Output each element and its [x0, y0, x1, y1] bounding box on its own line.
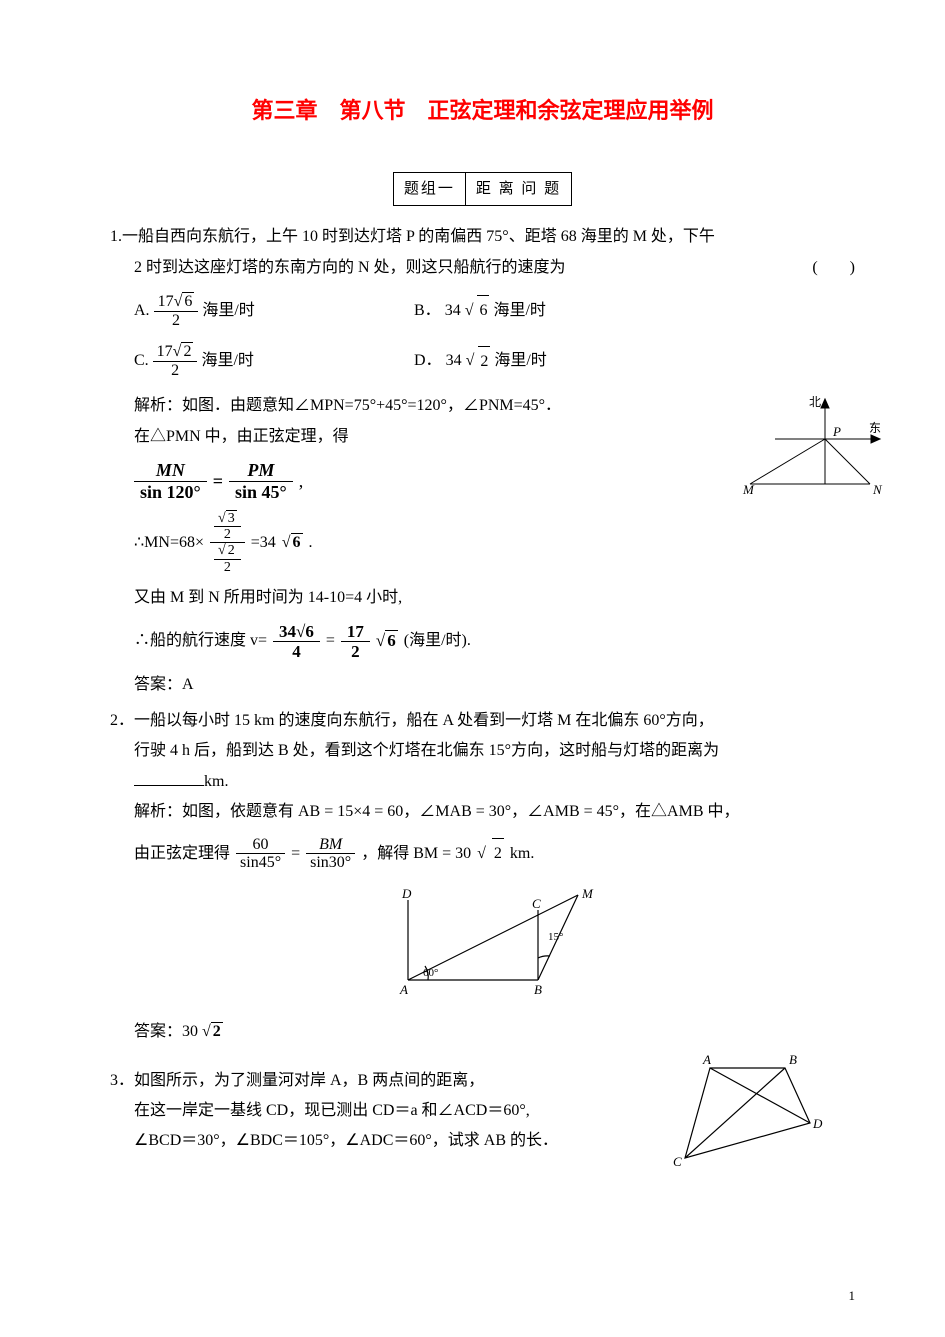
q1-paren: ( ): [812, 253, 855, 283]
q2-blank: [134, 785, 204, 786]
page-number: 1: [849, 1284, 856, 1309]
q1-mn-calc: ∴MN=68× √3 2 √2 2 =34 √6 .: [110, 511, 855, 576]
q3-lbl-D: D: [812, 1116, 823, 1131]
lbl-M: M: [742, 482, 755, 497]
q3-lbl-A: A: [702, 1052, 711, 1067]
q2-lbl-A: A: [399, 982, 408, 997]
topic-group-box: 题组一 距 离 问 题: [110, 172, 855, 207]
q1-time-line: 又由 M 到 N 所用时间为 14-10=4 小时,: [110, 583, 855, 613]
q2-line1: 2．一船以每小时 15 km 的速度向东航行，船在 A 处看到一灯塔 M 在北偏…: [110, 706, 855, 736]
q1-opt-b: B． 34√6 海里/时: [414, 295, 674, 326]
group-right: 距 离 问 题: [465, 172, 571, 206]
q1-options: A. 17√6 2 海里/时 B． 34√6 海里/时 C. 17√2 2 海里…: [110, 293, 855, 379]
q1-line2-row: 2 时到达这座灯塔的东南方向的 N 处，则这只船航行的速度为 ( ): [110, 253, 855, 283]
q1-opt-c: C. 17√2 2 海里/时: [134, 343, 394, 379]
q1-line1: 1.一船自西向东航行，上午 10 时到达灯塔 P 的南偏西 75°、距塔 68 …: [110, 222, 855, 252]
q2-line2: 行驶 4 h 后，船到达 B 处，看到这个灯塔在北偏东 15°方向，这时船与灯塔…: [110, 736, 855, 766]
q1-compass-diagram: 北 东 P M N: [735, 394, 885, 504]
q2-lbl-D: D: [401, 886, 412, 901]
page-title: 第三章 第八节 正弦定理和余弦定理应用举例: [110, 90, 855, 132]
group-left: 题组一: [393, 172, 465, 206]
q1-opt-c-frac: 17√2 2: [153, 343, 198, 379]
q1-line2: 2 时到达这座灯塔的东南方向的 N 处，则这只船航行的速度为: [134, 259, 566, 276]
q1-answer: 答案：A: [110, 670, 855, 700]
q2-answer: 答案：30 √2: [110, 1017, 855, 1047]
q1-opt-d: D． 34√2 海里/时: [414, 346, 674, 377]
q3-diagram: A B C D: [655, 1048, 825, 1178]
q2-lbl-M: M: [581, 886, 594, 901]
q3-lbl-C: C: [673, 1154, 682, 1169]
q2-lbl-15: 15°: [548, 931, 563, 943]
q2-line3: km.: [110, 767, 855, 797]
q1-opt-a-frac: 17√6 2: [154, 293, 199, 329]
q2-lbl-B: B: [534, 982, 542, 997]
lbl-N: N: [872, 482, 883, 497]
q2-sol1: 解析：如图，依题意有 AB = 15×4 = 60，∠MAB = 30°，∠AM…: [110, 797, 855, 827]
q2-lbl-C: C: [532, 896, 541, 911]
q1-speed: ∴船的航行速度 v= 34√6 4 = 17 2 √6 (海里/时).: [110, 622, 855, 662]
q2-diagram: D C M A B 60° 15°: [368, 880, 598, 1000]
q2-lbl-60: 60°: [423, 967, 438, 979]
lbl-east: 东: [869, 421, 881, 435]
q2-sol2: 由正弦定理得 60 sin45° = BM sin30° ，解得 BM = 30…: [110, 836, 855, 872]
lbl-P: P: [832, 424, 841, 439]
q3-lbl-B: B: [789, 1052, 797, 1067]
lbl-north: 北: [809, 395, 821, 409]
q1-opt-a: A. 17√6 2 海里/时: [134, 293, 394, 329]
